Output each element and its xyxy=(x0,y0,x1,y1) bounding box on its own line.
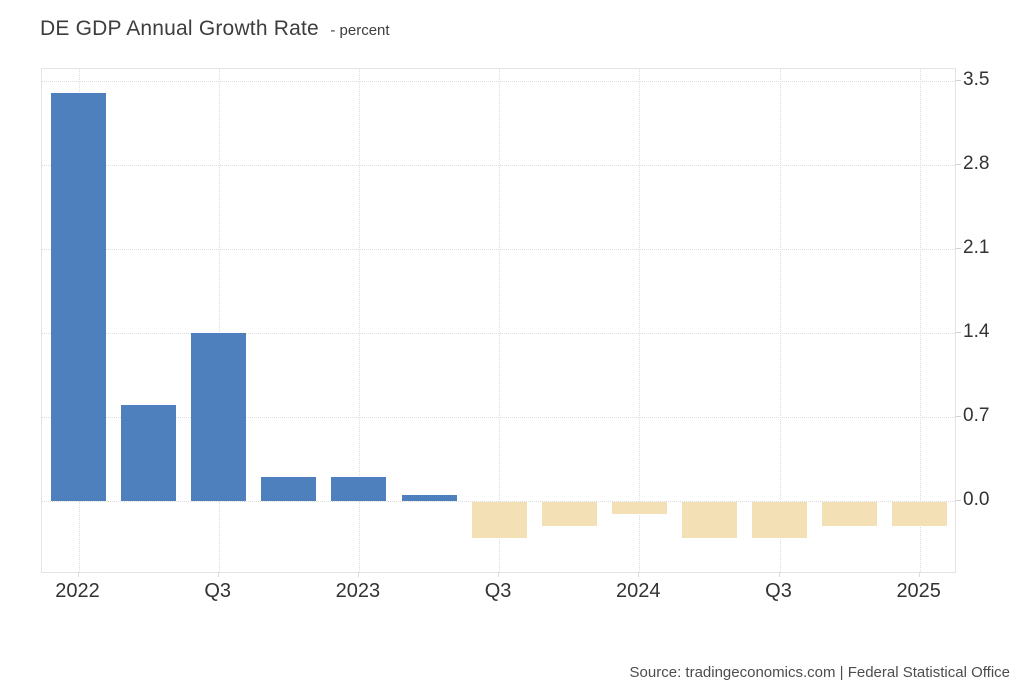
grid-line-vertical xyxy=(499,69,501,572)
x-axis-tick xyxy=(357,572,359,577)
grid-line-horizontal xyxy=(42,501,955,502)
y-axis-tick-label: 0.7 xyxy=(963,405,990,426)
bar-2022-q1[interactable] xyxy=(51,93,106,501)
x-axis-tick xyxy=(918,572,920,577)
grid-line-vertical xyxy=(919,69,921,572)
grid-line-vertical xyxy=(639,69,641,572)
y-axis-tick xyxy=(955,80,961,81)
bar-2025-q1[interactable] xyxy=(892,502,948,526)
source-attribution: Source: tradingeconomics.com | Federal S… xyxy=(629,664,1010,681)
grid-line-horizontal xyxy=(42,165,955,166)
grid-line-horizontal xyxy=(42,81,955,82)
grid-line-vertical xyxy=(779,69,781,572)
grid-line-horizontal xyxy=(42,249,955,250)
y-axis-tick-label: 1.4 xyxy=(963,321,990,342)
x-axis-tick-label: Q3 xyxy=(484,580,512,602)
bar-2023-q4[interactable] xyxy=(541,502,597,526)
y-axis-tick-label: 2.1 xyxy=(963,237,990,258)
grid-line-horizontal xyxy=(42,333,955,334)
x-axis-tick-label: Q3 xyxy=(765,580,792,602)
y-axis-tick xyxy=(955,332,961,333)
bar-2022-q4[interactable] xyxy=(261,477,317,501)
chart-title: DE GDP Annual Growth Rate xyxy=(40,17,319,40)
y-axis-tick xyxy=(955,500,961,501)
bar-2024-q1[interactable] xyxy=(611,502,667,514)
x-axis-tick-label: 2023 xyxy=(335,580,381,602)
bar-2024-q3[interactable] xyxy=(752,502,807,538)
bar-2023-q3[interactable] xyxy=(471,502,527,538)
bar-2023-q2[interactable] xyxy=(401,495,457,501)
bar-2022-q3[interactable] xyxy=(191,333,247,501)
y-axis-tick-label: 2.8 xyxy=(963,153,990,174)
y-axis-tick-label: 3.5 xyxy=(963,69,990,90)
x-axis-tick-label: Q3 xyxy=(204,580,232,602)
grid-line-vertical xyxy=(218,69,220,572)
bar-2023-q1[interactable] xyxy=(331,477,387,501)
bar-2024-q4[interactable] xyxy=(822,502,878,526)
y-axis-tick xyxy=(955,248,961,249)
x-axis-tick xyxy=(217,572,219,577)
grid-line-vertical xyxy=(358,69,360,572)
x-axis-tick xyxy=(498,572,500,577)
plot-area xyxy=(41,68,956,573)
grid-line-horizontal xyxy=(42,417,955,418)
x-axis-tick xyxy=(778,572,780,577)
x-axis-tick-label: 2025 xyxy=(896,580,941,602)
x-axis-tick xyxy=(638,572,640,577)
y-axis-tick-label: 0.0 xyxy=(963,489,990,510)
x-axis-tick xyxy=(77,572,79,577)
x-axis-tick-label: 2022 xyxy=(55,580,100,602)
bar-2022-q2[interactable] xyxy=(121,405,177,501)
y-axis-tick xyxy=(955,416,961,417)
bar-2024-q2[interactable] xyxy=(681,502,737,538)
chart-subtitle: - percent xyxy=(330,22,390,39)
chart-header: DE GDP Annual Growth Rate - percent xyxy=(40,17,390,41)
x-axis-tick-label: 2024 xyxy=(616,580,661,602)
y-axis-tick xyxy=(955,164,961,165)
